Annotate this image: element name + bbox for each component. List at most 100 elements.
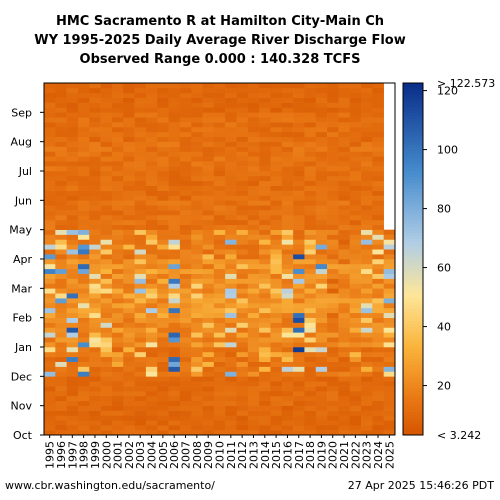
heatmap-cell: [89, 391, 101, 397]
heatmap-cell: [213, 185, 226, 191]
heatmap-cell: [134, 136, 147, 142]
heatmap-cell: [270, 175, 283, 182]
heatmap-cell: [383, 307, 396, 314]
colorbar-swatch: [403, 364, 423, 368]
heatmap-cell: [145, 136, 158, 142]
heatmap-cell: [293, 156, 305, 162]
heatmap-cell: [270, 185, 283, 191]
heatmap-cell: [361, 141, 373, 147]
heatmap-cell: [123, 249, 135, 255]
heatmap-cell: [168, 356, 181, 362]
heatmap-cell: [281, 83, 294, 89]
heatmap-cell: [66, 347, 79, 353]
heatmap-cell: [111, 405, 124, 411]
heatmap-cell: [315, 224, 328, 230]
heatmap-cell: [44, 146, 56, 152]
heatmap-cell: [281, 376, 294, 382]
heatmap-cell: [247, 171, 260, 177]
heatmap-cell: [202, 391, 215, 397]
heatmap-cell: [259, 215, 271, 221]
heatmap-cell: [179, 361, 192, 367]
heatmap-cell: [44, 224, 56, 230]
colorbar-swatch: [403, 426, 423, 430]
heatmap-cell: [44, 87, 56, 94]
heatmap-cell: [44, 180, 56, 186]
heatmap-cell: [100, 195, 113, 201]
colorbar-swatch: [403, 323, 423, 327]
heatmap-cell: [44, 420, 56, 426]
heatmap-cell: [213, 342, 226, 348]
heatmap-cell: [179, 283, 192, 289]
heatmap-cell: [338, 254, 351, 260]
colorbar-swatch: [403, 153, 423, 157]
heatmap-cell: [77, 351, 90, 358]
heatmap-cell: [202, 273, 215, 279]
heatmap-cell: [338, 156, 351, 162]
y-tick-label: Oct: [13, 429, 33, 442]
heatmap-cell: [44, 205, 56, 211]
heatmap-cell: [157, 175, 169, 182]
heatmap-cell: [145, 347, 158, 353]
heatmap-cell: [111, 190, 124, 196]
heatmap-cell: [202, 366, 215, 372]
heatmap-cell: [55, 224, 67, 230]
heatmap-cell: [202, 83, 215, 89]
heatmap-cell: [77, 391, 90, 397]
heatmap-cell: [89, 303, 101, 309]
colorbar-swatch: [403, 311, 423, 316]
heatmap-cell: [123, 219, 135, 226]
heatmap-cell: [338, 102, 351, 108]
heatmap-column-2019: [315, 83, 328, 436]
heatmap-cell: [372, 430, 384, 436]
heatmap-cell: [338, 151, 351, 157]
heatmap-cell: [349, 298, 362, 304]
heatmap-cell: [202, 415, 215, 421]
heatmap-cell: [123, 351, 135, 358]
x-tick-label: 2017: [293, 441, 306, 469]
heatmap-cell: [111, 87, 124, 94]
heatmap-cell: [281, 151, 294, 157]
heatmap-cell: [338, 166, 351, 172]
x-tick-label: 1996: [55, 441, 68, 469]
heatmap-cell: [89, 92, 101, 98]
heatmap-cell: [191, 391, 203, 397]
heatmap-cell: [191, 425, 203, 431]
heatmap-cell: [145, 87, 158, 94]
heatmap-cell: [349, 332, 362, 338]
heatmap-cell: [123, 210, 135, 216]
heatmap-cell: [213, 146, 226, 152]
heatmap-cell: [236, 205, 249, 211]
heatmap-cell: [259, 356, 271, 362]
heatmap-cell: [111, 249, 124, 255]
heatmap-cell: [327, 107, 339, 113]
heatmap-cell: [202, 87, 215, 94]
heatmap-cell: [338, 327, 351, 333]
heatmap-cell: [259, 283, 271, 289]
heatmap-cell: [225, 312, 237, 318]
heatmap-cell: [361, 361, 373, 367]
heatmap-cell: [134, 415, 147, 421]
heatmap-cell: [168, 293, 181, 299]
colorbar-swatch: [403, 141, 423, 145]
heatmap-cell: [191, 376, 203, 382]
heatmap-cell: [145, 175, 158, 182]
heatmap-cell: [77, 268, 90, 274]
heatmap-cell: [349, 175, 362, 182]
heatmap-cell: [383, 376, 396, 382]
colorbar-swatch: [403, 238, 423, 242]
heatmap-cell: [77, 298, 90, 304]
heatmap-cell: [213, 244, 226, 250]
heatmap-cell: [157, 249, 169, 255]
heatmap-cell: [338, 298, 351, 304]
heatmap-cell: [247, 239, 260, 245]
heatmap-cell: [191, 415, 203, 421]
heatmap-cell: [293, 278, 305, 284]
x-tick-label: 2006: [168, 441, 181, 469]
heatmap-cell: [361, 405, 373, 411]
heatmap-cell: [111, 420, 124, 426]
heatmap-cell: [179, 127, 192, 133]
heatmap-cell: [145, 420, 158, 426]
heatmap-cell: [77, 171, 90, 177]
heatmap-cell: [270, 395, 283, 402]
heatmap-cell: [247, 307, 260, 314]
